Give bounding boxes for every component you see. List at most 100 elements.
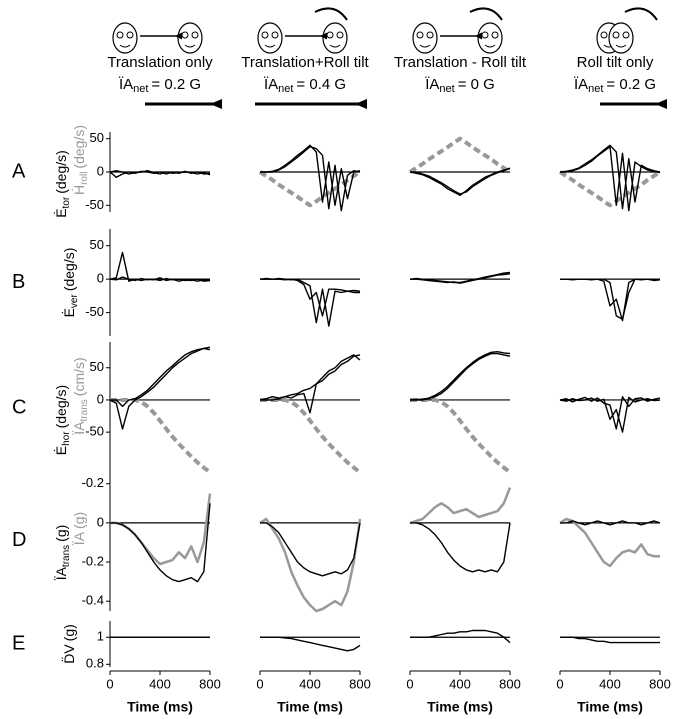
arrow-head [320,32,327,40]
y-axis-label: Ḣroll (deg/s) [70,125,90,195]
trace [110,346,211,408]
column-title: Translation+Roll tilt [241,54,369,71]
label-unit: (deg/s) [71,125,87,169]
eye-icon [426,31,434,39]
x-axis-label: Time (ms) [577,699,643,715]
trace [560,278,661,322]
y-axis-label: Ėver (deg/s) [60,248,80,318]
arrow-head [175,32,182,40]
x-tick-label: 0 [556,676,563,691]
label-unit: (cm/s) [71,357,87,396]
trace [109,276,211,282]
trace [260,144,361,206]
accel-symbol: ÏA [264,76,278,93]
y-tick-label: -50 [85,424,104,439]
rotation-arrow [469,7,503,21]
eye-icon [126,31,134,39]
trace [109,347,211,430]
head-icon [112,22,138,54]
trace [559,396,661,433]
mouth-icon [329,44,341,48]
row-letter: E [12,632,25,654]
dashed-trace [558,170,662,208]
trace [409,168,511,196]
accel-label: ÏAnet = 0 G [425,76,495,95]
trace [259,354,361,401]
accel-label: ÏAnet = 0.2 G [119,76,201,95]
trace [560,146,661,212]
trace [259,517,362,613]
column-title: Translation only [107,54,213,71]
accel-value: = 0.2 G [151,76,201,93]
eye-icon [416,31,424,39]
x-tick-label: 0 [106,676,113,691]
head-icon [412,22,438,54]
head-icon [322,22,348,54]
label-symbol: Ė [60,308,77,317]
label-symbol: D̈V [60,644,76,664]
y-tick-label: 0.8 [86,656,104,671]
eye-icon [491,31,499,39]
y-tick-label: 1 [97,629,104,644]
y-tick-label: 0 [97,391,104,406]
accel-sub: net [588,83,603,95]
accel-sub: net [439,83,454,95]
label-symbol: Ė [52,446,69,455]
mouth-icon [484,44,496,48]
dashed-trace [110,398,212,474]
rotation-arrow [624,7,658,21]
dashed-trace [410,398,512,474]
x-tick-label: 400 [299,676,321,691]
trace [559,517,660,568]
mouth-icon [615,44,627,48]
head-icon [477,22,503,54]
trace [560,278,660,320]
eye-icon [191,31,199,39]
row-letter: C [12,396,26,418]
column-title: Translation - Roll tilt [394,54,527,71]
label-unit: (deg/s) [53,385,69,429]
label-unit: (g) [53,525,69,542]
label-unit: (g) [61,624,77,641]
dashed-trace [260,398,362,474]
arrow-head [210,99,222,109]
label-symbol: ÏA [71,421,87,435]
y-tick-label: 50 [90,130,104,145]
trace [560,636,660,644]
y-tick-label: -0.4 [82,593,104,608]
accel-symbol: ÏA [425,76,439,93]
row-letter: A [12,160,26,182]
label-unit: (deg/s) [53,150,69,194]
label-sub: trans [61,545,72,567]
x-tick-label: 0 [406,676,413,691]
mouth-icon [184,44,196,48]
y-axis-label: Ėtor (deg/s) [52,150,72,218]
x-axis-label: Time (ms) [427,699,493,715]
trace [410,629,511,644]
arrow-head [655,99,667,109]
label-unit: (deg/s) [61,248,77,292]
y-axis-label: D̈V (g) [60,624,76,664]
y-tick-label: 0 [97,271,104,286]
eye-icon [271,31,279,39]
y-tick-label: -0.2 [82,475,104,490]
accel-symbol: ÏA [119,76,133,93]
trace [260,277,360,327]
arrow-head [475,32,482,40]
label-symbol: ÏA [53,566,69,580]
y-axis-label: Ėhor (deg/s) [52,385,72,455]
y-axis-label: ÏAtrans (cm/s) [71,357,90,434]
y-axis-label: ÏA (g) [71,512,87,545]
head-icon [608,22,634,54]
trace [559,396,661,430]
head-icon [257,22,283,54]
mouth-icon [419,44,431,48]
accel-label: ÏAnet = 0.2 G [574,76,656,95]
mouth-icon [119,44,131,48]
trace [260,146,361,212]
trace [109,170,211,176]
label-unit: (g) [71,512,87,529]
y-tick-label: 50 [90,359,104,374]
y-tick-label: 0 [97,163,104,178]
